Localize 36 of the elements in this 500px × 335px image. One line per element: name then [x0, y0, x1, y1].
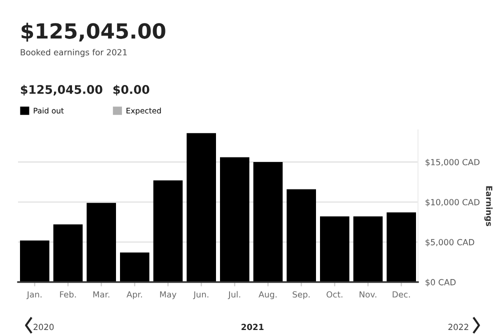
- text: 2021: [242, 324, 264, 330]
- chart-subtitle: Booked earnings for 2021: [20, 48, 127, 58]
- x-tick-label: Aug.: [258, 291, 277, 300]
- y2-axis-title: Earnings: [484, 186, 492, 226]
- x-tick-label: Jul.: [228, 291, 240, 300]
- bar: [386, 212, 416, 282]
- bar: [220, 157, 250, 282]
- bar: [53, 224, 83, 282]
- x-tick-label: Sep.: [292, 291, 310, 300]
- y-tick-label: $5,000 CAD: [426, 238, 474, 246]
- x-tick-label: Jun.: [193, 291, 208, 300]
- bar: [186, 133, 216, 282]
- x-tick-label: Feb.: [60, 291, 76, 298]
- x-tick-label: Apr.: [126, 291, 142, 300]
- x-tick-label: Mar.: [93, 291, 110, 298]
- text: $125,045.00: [20, 84, 102, 96]
- chart-title: $125,045.00: [22, 22, 166, 42]
- bar: [86, 202, 116, 282]
- x-tick-label: Nov.: [360, 291, 376, 298]
- bar: [253, 162, 283, 282]
- text: 2020: [34, 324, 54, 330]
- text: 2022: [448, 324, 468, 330]
- bar: [120, 252, 150, 282]
- text: $0.00: [113, 84, 150, 96]
- bar: [353, 216, 383, 282]
- bar: [286, 189, 316, 282]
- y-tick-label: $10,000 CAD: [426, 198, 480, 206]
- x-tick-label: Dec.: [392, 291, 410, 298]
- x-tick-label: Oct.: [326, 291, 342, 298]
- x-tick-label: May: [160, 291, 176, 300]
- bar: [153, 180, 183, 282]
- y-tick-label: $0 CAD: [426, 278, 456, 286]
- bar: [20, 240, 50, 282]
- x-tick-label: Jan.: [26, 291, 42, 300]
- bar: [320, 216, 350, 282]
- y-tick-label: $15,000 CAD: [426, 158, 480, 166]
